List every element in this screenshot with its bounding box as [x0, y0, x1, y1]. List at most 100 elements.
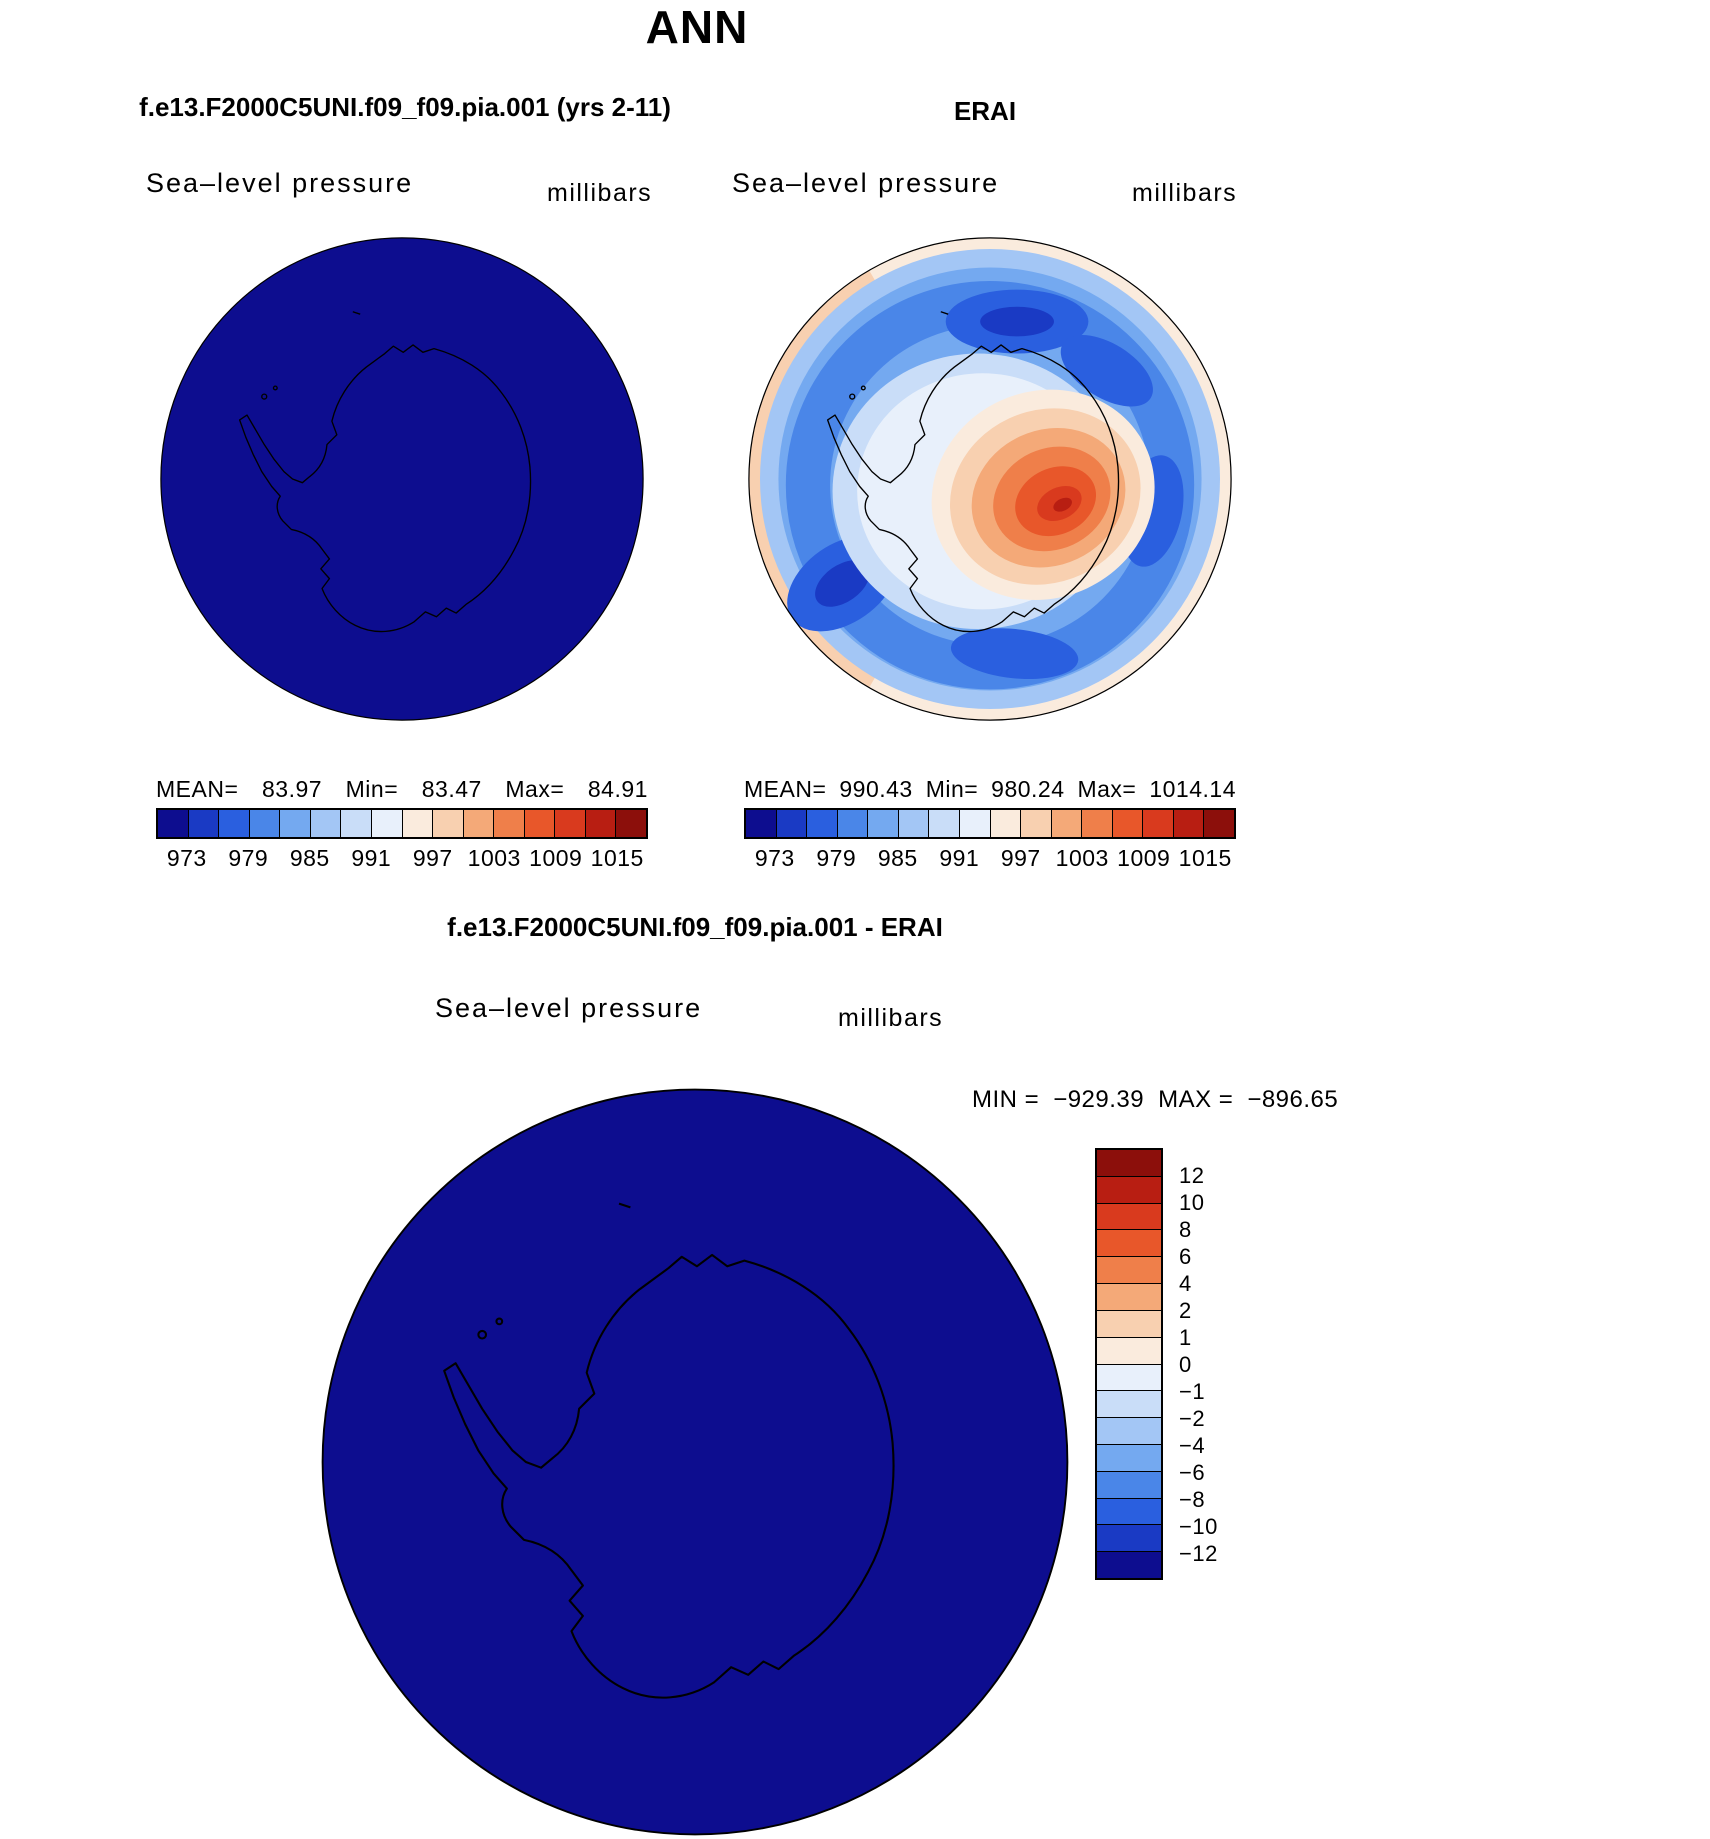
colorbar-cell — [1050, 810, 1082, 837]
model-max-label: Max= — [505, 776, 565, 802]
colorbar-tick-label: 1003 — [1055, 845, 1109, 871]
model-colorbar-ticks: 973 979 985 991 997 1003 1009 1015 — [156, 845, 648, 872]
colorbar-cell — [248, 810, 280, 837]
obs-panel-title: ERAI — [953, 96, 1017, 126]
colorbar-cell — [1097, 1309, 1161, 1337]
model-max-value: 84.91 — [587, 776, 648, 802]
diff-field-label: Sea–level pressure — [435, 993, 703, 1023]
colorbar-cell — [615, 810, 646, 837]
colorbar-cell — [1097, 1551, 1161, 1578]
colorbar-tick-label: 2 — [1179, 1298, 1192, 1323]
colorbar-tick-label: 985 — [877, 845, 918, 871]
colorbar-tick-label: 973 — [166, 845, 207, 871]
colorbar-cell — [928, 810, 959, 837]
obs-polar-map — [748, 237, 1232, 721]
colorbar-tick-label: 991 — [351, 845, 392, 871]
colorbar-tick-label: 1003 — [467, 845, 521, 871]
colorbar-cell — [554, 810, 585, 837]
obs-min-label: Min= — [925, 776, 979, 802]
colorbar-tick-label: 10 — [1179, 1190, 1205, 1215]
colorbar-tick-label: 973 — [754, 845, 795, 871]
obs-contour-field — [748, 237, 1232, 721]
colorbar-cell — [1097, 1443, 1161, 1471]
colorbar-cell — [279, 810, 310, 837]
colorbar-tick-label: 979 — [816, 845, 857, 871]
colorbar-cell — [218, 810, 249, 837]
diff-colorbar-ticks: 12 10 8 6 4 2 1 0 −1 −2 −4 −6 −8 −10 −12 — [1179, 1162, 1218, 1567]
model-units-label: millibars — [547, 179, 653, 207]
colorbar-cell — [1097, 1202, 1161, 1230]
obs-max-value: 1014.14 — [1149, 776, 1236, 802]
colorbar-tick-label: 6 — [1179, 1244, 1192, 1269]
diff-max-label: MAX = — [1158, 1086, 1234, 1113]
diff-colorbar — [1095, 1148, 1163, 1580]
diff-max-value: −896.65 — [1247, 1086, 1339, 1113]
colorbar-cell — [867, 810, 898, 837]
model-min-label: Min= — [345, 776, 399, 802]
colorbar-cell — [836, 810, 868, 837]
diff-min-value: −929.39 — [1053, 1086, 1145, 1113]
model-panel-title: f.e13.F2000C5UNI.f09_f09.pia.001 (yrs 2-… — [139, 92, 671, 122]
obs-field-label: Sea–level pressure — [732, 168, 1000, 198]
map-outline-circle — [160, 237, 644, 721]
model-map-disk — [160, 237, 644, 721]
colorbar-tick-label: 1015 — [1178, 845, 1232, 871]
colorbar-tick-label: −6 — [1179, 1460, 1206, 1485]
colorbar-cell — [158, 810, 188, 837]
colorbar-tick-label: 8 — [1179, 1217, 1192, 1242]
map-outline-circle — [321, 1088, 1069, 1836]
colorbar-tick-label: 979 — [228, 845, 269, 871]
colorbar-cell — [401, 810, 433, 837]
colorbar-cell — [584, 810, 616, 837]
colorbar-tick-label: 1009 — [1117, 845, 1171, 871]
colorbar-cell — [746, 810, 776, 837]
colorbar-cell — [187, 810, 219, 837]
colorbar-tick-label: 997 — [412, 845, 453, 871]
colorbar-cell — [1097, 1497, 1161, 1525]
colorbar-tick-label: −8 — [1179, 1487, 1206, 1512]
colorbar-tick-label: −1 — [1179, 1379, 1206, 1404]
colorbar-tick-label: 1015 — [590, 845, 644, 871]
colorbar-cell — [1097, 1150, 1161, 1176]
colorbar-cell — [1097, 1175, 1161, 1203]
obs-min-value: 980.24 — [991, 776, 1065, 802]
colorbar-cell — [775, 810, 807, 837]
colorbar-tick-label: −10 — [1179, 1514, 1218, 1539]
colorbar-cell — [1097, 1283, 1161, 1310]
colorbar-cell — [1097, 1363, 1161, 1391]
colorbar-cell — [1172, 810, 1204, 837]
obs-colorbar — [744, 808, 1236, 839]
colorbar-tick-label: 4 — [1179, 1271, 1192, 1296]
colorbar-tick-label: 985 — [289, 845, 330, 871]
diff-polar-map — [321, 1088, 1069, 1836]
diff-map-disk — [322, 1089, 1068, 1835]
model-mean-value: 83.97 — [261, 776, 323, 802]
colorbar-cell — [1111, 810, 1143, 837]
colorbar-cell — [1081, 810, 1112, 837]
colorbar-cell — [309, 810, 341, 837]
colorbar-cell — [370, 810, 402, 837]
colorbar-cell — [1097, 1229, 1161, 1257]
colorbar-tick-label: −4 — [1179, 1433, 1206, 1458]
obs-max-label: Max= — [1077, 776, 1137, 802]
obs-colorbar-ticks: 973 979 985 991 997 1003 1009 1015 — [744, 845, 1236, 872]
colorbar-cell — [1097, 1417, 1161, 1444]
diff-units-label: millibars — [838, 1004, 944, 1032]
colorbar-cell — [493, 810, 524, 837]
colorbar-cell — [958, 810, 990, 837]
colorbar-tick-label: 1 — [1179, 1325, 1192, 1350]
model-stats-row: MEAN= 83.97 Min= 83.47 Max= 84.91 — [156, 776, 648, 803]
colorbar-cell — [989, 810, 1021, 837]
obs-units-label: millibars — [1132, 179, 1238, 207]
obs-stats-row: MEAN= 990.43 Min= 980.24 Max= 1014.14 — [744, 776, 1236, 803]
colorbar-cell — [523, 810, 555, 837]
colorbar-cell — [462, 810, 494, 837]
colorbar-tick-label: −2 — [1179, 1406, 1206, 1431]
colorbar-cell — [1203, 810, 1234, 837]
obs-mean-label: MEAN= — [744, 776, 827, 802]
model-mean-label: MEAN= — [156, 776, 239, 802]
model-field-label: Sea–level pressure — [146, 168, 414, 198]
colorbar-cell — [1097, 1524, 1161, 1552]
colorbar-cell — [1097, 1336, 1161, 1364]
colorbar-cell — [1097, 1256, 1161, 1284]
